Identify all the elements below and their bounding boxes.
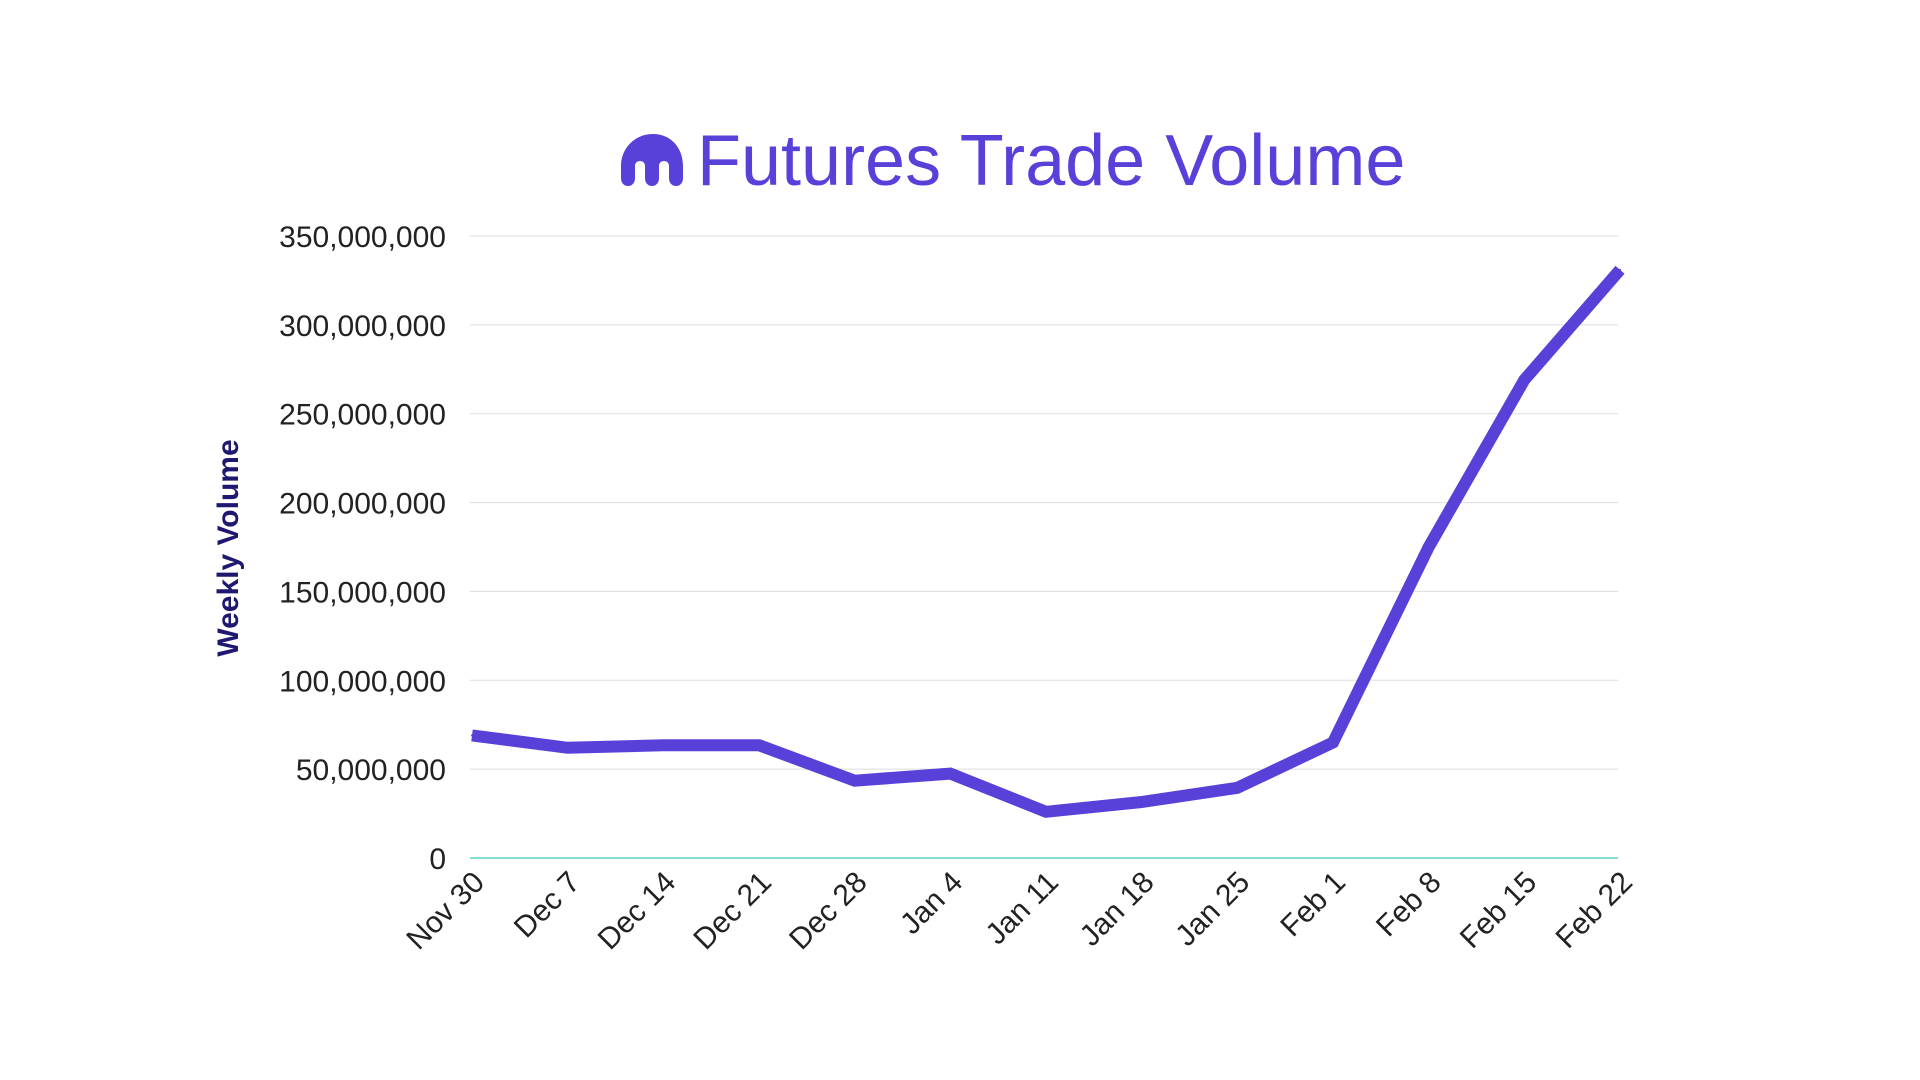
data-point xyxy=(1523,378,1526,381)
x-tick-label: Feb 1 xyxy=(1274,866,1352,944)
x-tick-label: Dec 28 xyxy=(783,866,874,957)
x-tick-label: Nov 30 xyxy=(400,866,491,957)
y-tick-label: 50,000,000 xyxy=(296,754,446,787)
data-point xyxy=(662,744,665,747)
x-tick-label: Jan 18 xyxy=(1074,866,1161,953)
x-tick-label: Jan 25 xyxy=(1169,866,1256,953)
data-point xyxy=(1332,741,1334,744)
series-line xyxy=(471,265,1625,818)
data-point xyxy=(1140,801,1143,804)
y-tick-label: 150,000,000 xyxy=(279,576,446,609)
x-tick-label: Feb 8 xyxy=(1370,866,1448,944)
line-layer xyxy=(471,265,1625,818)
data-point xyxy=(1619,268,1621,271)
y-tick-label: 350,000,000 xyxy=(279,221,446,254)
data-point xyxy=(566,746,569,749)
y-tick-label: 200,000,000 xyxy=(279,488,446,521)
data-point xyxy=(758,744,760,747)
data-point xyxy=(1236,786,1239,789)
y-tick-label: 250,000,000 xyxy=(279,399,446,432)
data-point xyxy=(471,734,473,737)
chart-title: Futures Trade Volume xyxy=(697,121,1405,201)
x-tick-label: Dec 14 xyxy=(592,866,683,957)
data-point xyxy=(1045,810,1047,813)
y-tick-label: 0 xyxy=(429,843,446,876)
chart-title-group: Futures Trade Volume xyxy=(621,121,1405,201)
y-tick-label: 300,000,000 xyxy=(279,310,446,343)
data-point xyxy=(853,779,856,782)
x-tick-label: Feb 15 xyxy=(1454,866,1543,955)
y-tick-label: 100,000,000 xyxy=(279,665,446,698)
x-tick-label: Dec 7 xyxy=(508,866,587,945)
data-point xyxy=(949,772,952,775)
grid-layer xyxy=(470,235,1618,859)
x-tick-label: Jan 11 xyxy=(979,866,1064,951)
y-axis-label: Weekly Volume xyxy=(212,439,245,656)
y-tick-layer: 0 50,000,000 100,000,000 150,000,000 200,000… xyxy=(279,221,446,876)
x-tick-label: Feb 22 xyxy=(1550,866,1639,955)
x-tick-label: Dec 21 xyxy=(687,866,778,957)
kraken-logo-icon xyxy=(621,134,683,186)
data-point xyxy=(1427,546,1430,548)
x-tick-layer: Nov 30 Dec 7 Dec 14 Dec 21 Dec 28 Jan 4 Jan 11… xyxy=(400,866,1639,957)
x-tick-label: Jan 4 xyxy=(894,866,969,941)
